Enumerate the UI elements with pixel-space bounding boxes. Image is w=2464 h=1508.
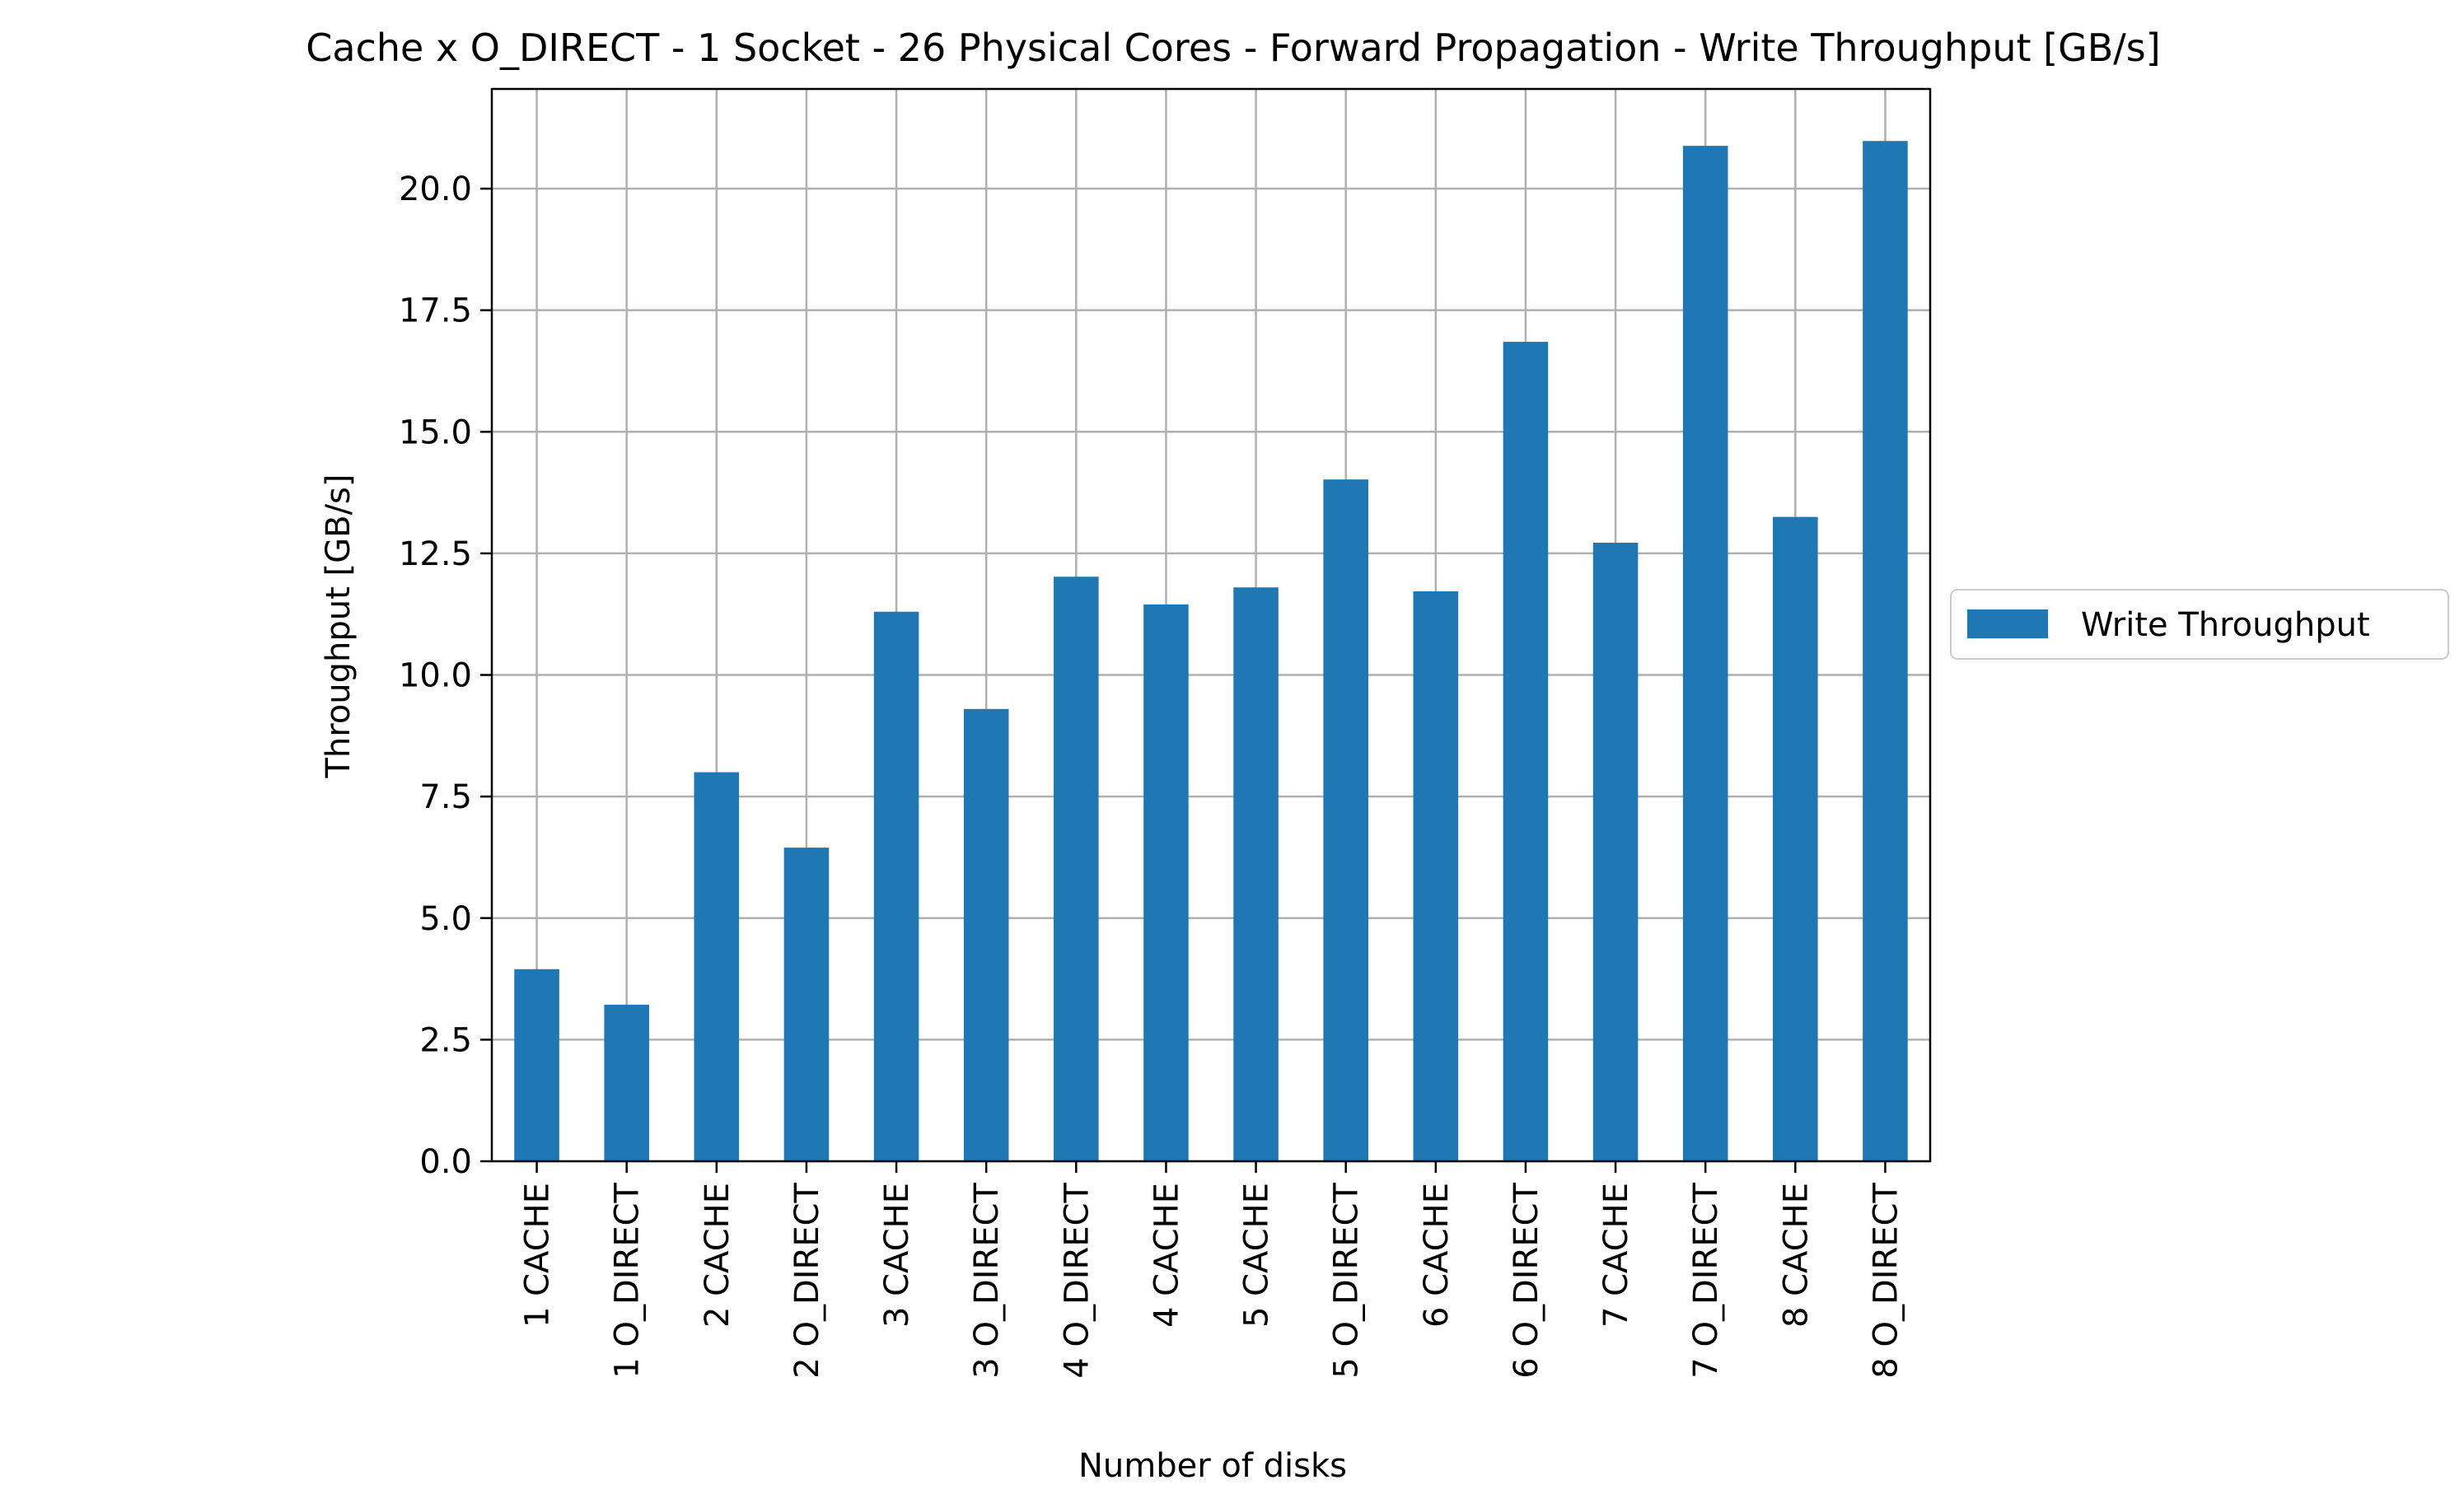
x-tick-label: 7 CACHE	[1597, 1183, 1635, 1328]
legend-box	[1950, 589, 2449, 660]
bar	[1143, 604, 1189, 1161]
x-tick-label: 7 O_DIRECT	[1687, 1182, 1725, 1378]
bar	[514, 969, 559, 1161]
bar	[873, 611, 919, 1161]
bar	[694, 772, 740, 1161]
x-tick-label: 3 O_DIRECT	[968, 1182, 1006, 1378]
x-axis: 1 CACHE 1 O_DIRECT 2 CACHE 2 O_DIRECT 3 CACH…	[519, 1161, 1905, 1379]
y-tick-label: 17.5	[399, 292, 472, 330]
y-axis: 0.0 2.5 5.0 7.5 10.0 12.5 15.0 17.5 20.0	[399, 170, 492, 1181]
bar	[963, 708, 1009, 1161]
y-axis-label: Throughput [GB/s]	[320, 474, 358, 778]
y-tick-label: 12.5	[399, 535, 472, 573]
x-tick-label: 6 O_DIRECT	[1508, 1182, 1545, 1378]
y-tick-label: 20.0	[399, 170, 472, 208]
bar	[1413, 591, 1459, 1161]
x-tick-label: 8 CACHE	[1777, 1183, 1815, 1328]
y-tick-label: 15.0	[399, 413, 472, 451]
plot-frame	[490, 87, 1932, 1163]
x-tick-label: 4 O_DIRECT	[1058, 1182, 1096, 1378]
y-tick-label: 10.0	[399, 657, 472, 695]
bar	[1863, 141, 1908, 1162]
bar	[1592, 542, 1639, 1161]
bars	[514, 141, 1908, 1162]
legend: Write Throughput	[1950, 589, 2449, 660]
x-tick-label: 1 CACHE	[519, 1183, 557, 1328]
x-tick-label: 3 CACHE	[878, 1183, 916, 1328]
legend-label: Write Throughput	[2081, 606, 2370, 644]
x-tick-label: 8 O_DIRECT	[1867, 1182, 1905, 1378]
bar	[783, 847, 830, 1161]
x-tick-label: 6 CACHE	[1418, 1183, 1456, 1328]
y-tick-label: 2.5	[419, 1021, 472, 1059]
bar	[1773, 516, 1818, 1161]
chart-title: Cache x O_DIRECT - 1 Socket - 26 Physica…	[306, 26, 2160, 70]
y-tick-label: 7.5	[419, 778, 472, 816]
y-tick-label: 0.0	[419, 1143, 472, 1181]
legend-swatch	[1967, 609, 2048, 638]
x-tick-label: 2 CACHE	[699, 1183, 736, 1328]
y-tick-label: 5.0	[419, 900, 472, 938]
bar	[1233, 587, 1279, 1161]
bar	[1503, 342, 1549, 1161]
x-axis-label: Number of disks	[1078, 1447, 1347, 1485]
bar	[1682, 146, 1728, 1162]
x-tick-label: 1 O_DIRECT	[609, 1182, 647, 1378]
x-tick-label: 2 O_DIRECT	[788, 1182, 826, 1378]
x-tick-label: 5 O_DIRECT	[1328, 1182, 1366, 1378]
bar	[1323, 479, 1368, 1161]
x-tick-label: 4 CACHE	[1148, 1183, 1185, 1328]
bar	[1054, 577, 1099, 1161]
x-tick-label: 5 CACHE	[1238, 1183, 1276, 1328]
bar	[604, 1004, 649, 1161]
